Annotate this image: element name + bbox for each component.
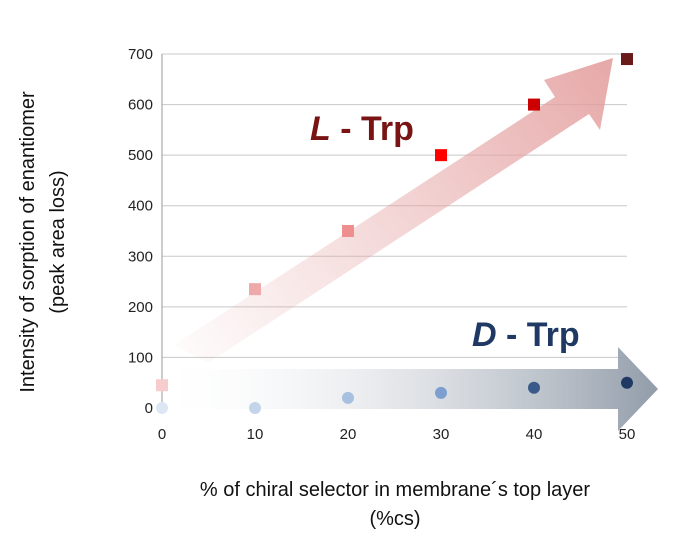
y-tick-label: 500 — [128, 147, 153, 164]
series-label-l-rest: - Trp — [331, 110, 414, 148]
y-axis-title-line1: Intensity of sorption of enantiomer — [17, 91, 39, 393]
x-tick-label: 50 — [619, 426, 636, 443]
d-trp-trend-arrow — [168, 347, 658, 431]
y-tick-label: 700 — [128, 46, 153, 63]
d-trp-point — [342, 391, 354, 404]
x-tick-label: 0 — [158, 426, 166, 443]
y-tick-label: 400 — [128, 198, 153, 215]
data-points — [156, 53, 633, 414]
d-trp-point — [621, 376, 633, 389]
l-trp-point — [156, 379, 168, 392]
y-axis-title-line2: (peak area loss) — [47, 170, 69, 313]
x-tick-label: 30 — [433, 426, 450, 443]
axes: 0 100 200 300 400 500 600 700 0 10 20 30 40 50 — [128, 46, 635, 443]
y-tick-label: 300 — [128, 248, 153, 265]
y-tick-label: 200 — [128, 299, 153, 316]
trend-arrows — [168, 58, 658, 431]
series-label-d: D - Trp — [472, 316, 580, 354]
y-tick-label: 0 — [145, 400, 153, 417]
y-tick-label: 100 — [128, 349, 153, 366]
series-label-d-italic: D — [472, 316, 497, 354]
series-label-l: L - Trp — [310, 110, 414, 148]
x-axis-title-line2: (%cs) — [369, 508, 420, 530]
l-trp-point — [249, 283, 261, 296]
series-label-l-italic: L — [310, 110, 331, 148]
y-tick-label: 600 — [128, 97, 153, 114]
d-trp-point — [156, 402, 168, 414]
d-trp-point — [528, 381, 540, 394]
l-trp-point — [435, 149, 447, 162]
l-trp-point — [528, 98, 540, 111]
x-tick-label: 10 — [247, 426, 264, 443]
d-trp-point — [435, 386, 447, 399]
l-trp-point — [342, 225, 354, 237]
x-axis-title-line1: % of chiral selector in membrane´s top l… — [200, 479, 590, 501]
x-tick-label: 40 — [526, 426, 543, 443]
x-tick-label: 20 — [340, 426, 357, 443]
series-label-d-rest: - Trp — [497, 316, 580, 354]
l-trp-trend-arrow — [174, 58, 613, 363]
l-trp-point — [621, 53, 633, 66]
d-trp-point — [249, 402, 261, 414]
